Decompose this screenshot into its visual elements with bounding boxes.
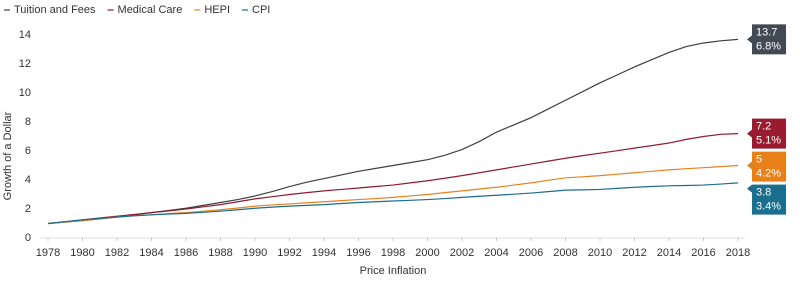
end-label-box bbox=[752, 184, 786, 215]
x-tick-label: 1988 bbox=[208, 247, 232, 259]
y-tick-label: 14 bbox=[19, 29, 31, 41]
x-tick-label: 2000 bbox=[415, 247, 439, 259]
y-tick-label: 6 bbox=[25, 145, 31, 157]
y-tick-label: 4 bbox=[25, 174, 31, 186]
end-rate-label: 3.4% bbox=[756, 201, 781, 213]
y-axis-label: Growth of a Dollar bbox=[2, 111, 14, 200]
x-tick-label: 2010 bbox=[588, 247, 612, 259]
y-tick-label: 0 bbox=[25, 232, 31, 244]
end-value-label: 3.8 bbox=[756, 187, 771, 199]
legend-item: Tuition and Fees bbox=[4, 4, 96, 16]
x-tick-label: 2006 bbox=[519, 247, 543, 259]
end-label-pointer bbox=[747, 184, 752, 193]
end-label-pointer bbox=[747, 35, 752, 44]
series-line bbox=[47, 133, 739, 225]
end-label-box bbox=[752, 118, 786, 149]
x-tick-label: 1986 bbox=[174, 247, 198, 259]
end-value-label: 7.2 bbox=[756, 121, 771, 133]
legend-label: HEPI bbox=[204, 4, 230, 16]
x-tick-label: 1978 bbox=[36, 247, 60, 259]
end-rate-label: 5.1% bbox=[756, 135, 781, 147]
legend-label: Tuition and Fees bbox=[14, 4, 96, 16]
end-label: 5 4.2% bbox=[747, 151, 786, 182]
series-line bbox=[47, 182, 739, 225]
x-tick-label: 2012 bbox=[622, 247, 646, 259]
end-label-box bbox=[752, 24, 786, 55]
x-tick-label: 1992 bbox=[277, 247, 301, 259]
legend-label: CPI bbox=[252, 4, 270, 16]
x-tick-label: 1984 bbox=[139, 247, 163, 259]
x-tick-label: 2016 bbox=[691, 247, 715, 259]
legend-item: CPI bbox=[242, 4, 270, 16]
end-label: 3.8 3.4% bbox=[747, 184, 786, 215]
end-label-box bbox=[752, 151, 786, 182]
end-value-label: 5 bbox=[756, 154, 762, 166]
x-tick-label: 1982 bbox=[105, 247, 129, 259]
x-tick-label: 2014 bbox=[657, 247, 681, 259]
x-tick-label: 2004 bbox=[484, 247, 508, 259]
y-tick-label: 2 bbox=[25, 203, 31, 215]
y-tick-label: 12 bbox=[19, 58, 31, 70]
end-label: 7.2 5.1% bbox=[747, 118, 786, 149]
x-tick-label: 2018 bbox=[726, 247, 750, 259]
end-label-pointer bbox=[747, 129, 752, 138]
y-tick-label: 8 bbox=[25, 116, 31, 128]
end-rate-label: 6.8% bbox=[756, 40, 781, 52]
x-axis-label: Price Inflation bbox=[360, 265, 427, 277]
y-tick-label: 10 bbox=[19, 87, 31, 99]
end-value-label: 13.7 bbox=[756, 26, 777, 38]
x-tick-label: 1996 bbox=[346, 247, 370, 259]
x-tick-label: 2008 bbox=[553, 247, 577, 259]
series-line bbox=[47, 38, 739, 225]
legend-item: HEPI bbox=[194, 4, 230, 16]
end-label-pointer bbox=[747, 161, 752, 170]
x-tick-label: 1980 bbox=[70, 247, 94, 259]
x-tick-label: 1994 bbox=[312, 247, 336, 259]
end-label: 13.7 6.8% bbox=[747, 24, 786, 55]
x-tick-label: 2002 bbox=[450, 247, 474, 259]
end-rate-label: 4.2% bbox=[756, 168, 781, 180]
legend-item: Medical Care bbox=[107, 4, 183, 16]
x-tick-label: 1998 bbox=[381, 247, 405, 259]
x-tick-label: 1990 bbox=[243, 247, 267, 259]
legend-label: Medical Care bbox=[118, 4, 183, 16]
